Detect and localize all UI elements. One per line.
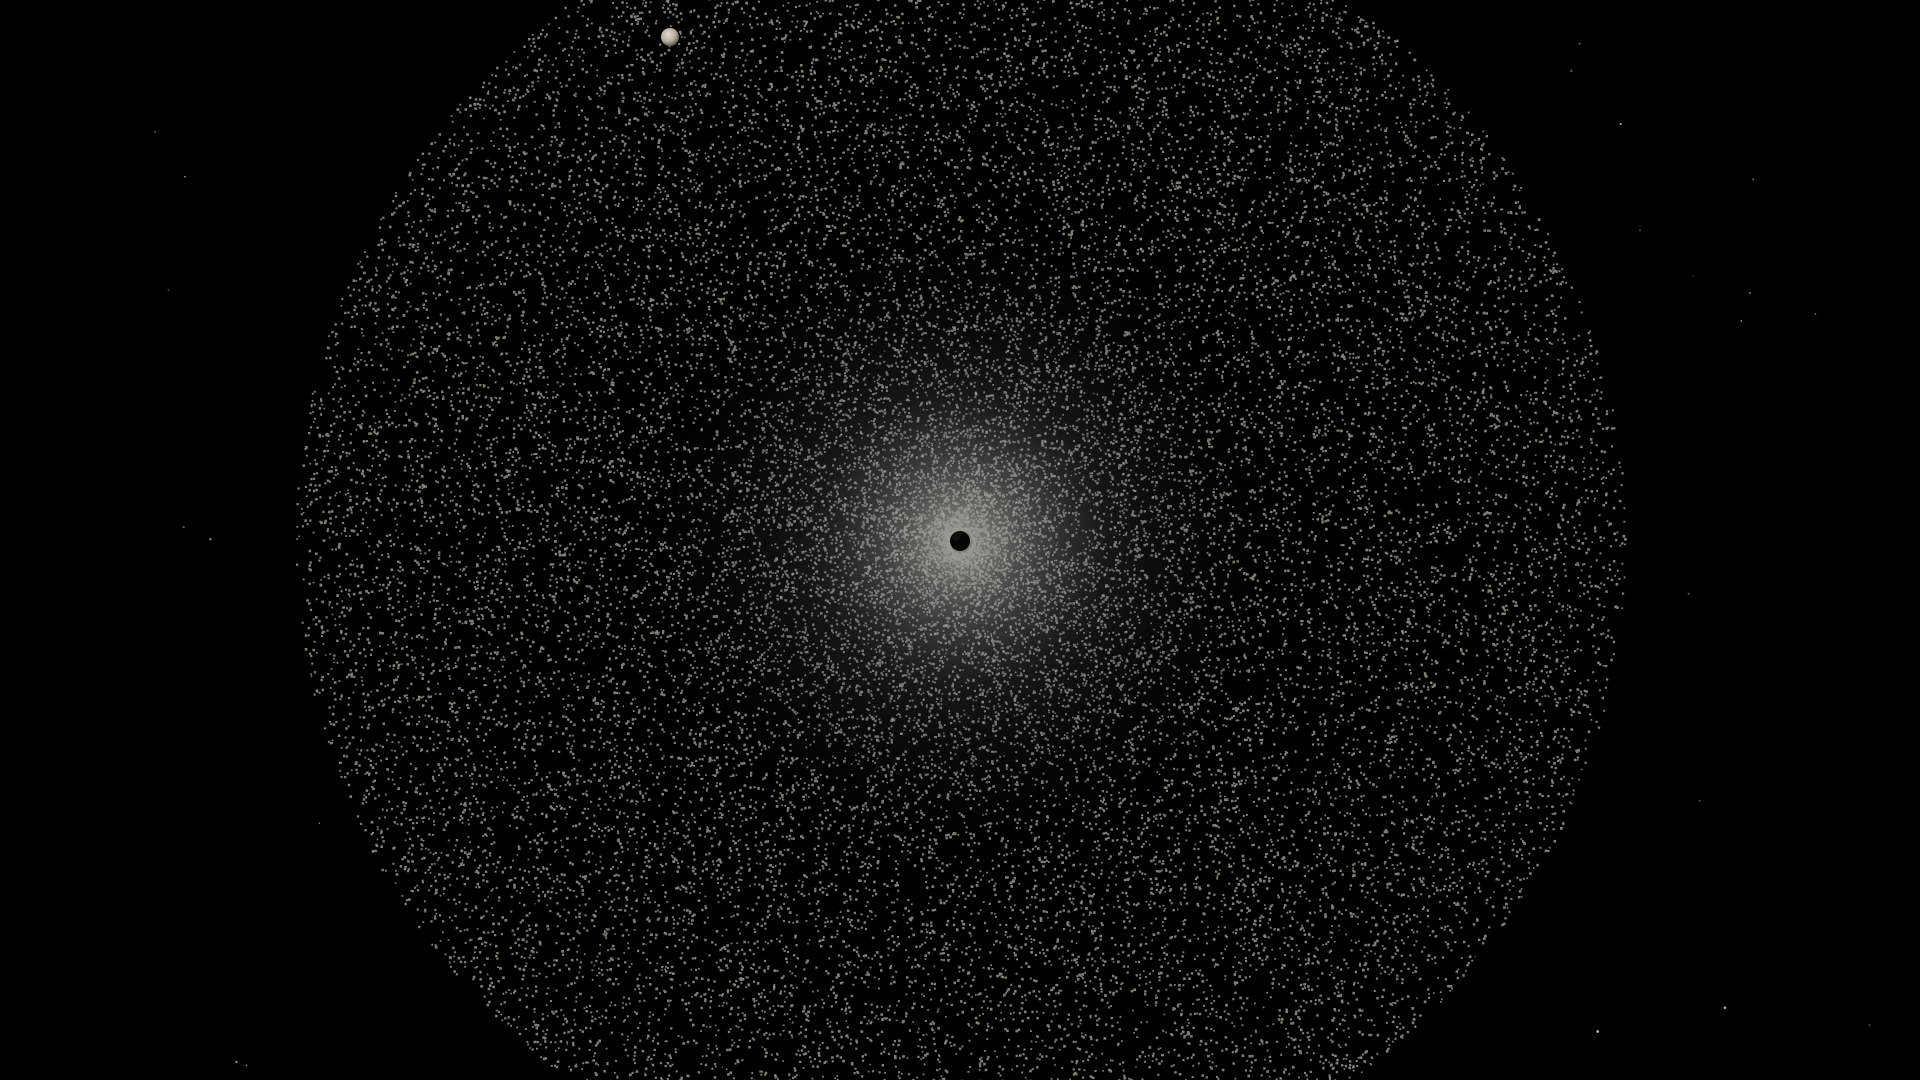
background-star	[1752, 178, 1755, 181]
background-star	[1318, 844, 1322, 847]
background-star	[534, 903, 536, 905]
background-star	[1228, 865, 1231, 868]
background-star	[1698, 799, 1701, 802]
background-star	[209, 537, 212, 541]
background-star	[1137, 158, 1139, 160]
background-star	[537, 434, 540, 437]
background-star	[1382, 201, 1385, 205]
background-star	[182, 525, 185, 529]
background-star	[1596, 1030, 1600, 1033]
background-star	[1639, 229, 1641, 232]
background-star	[645, 944, 647, 946]
background-star	[783, 1000, 786, 1003]
background-star	[501, 551, 504, 555]
background-star	[1570, 69, 1573, 73]
background-star	[1334, 165, 1336, 167]
background-star	[1305, 28, 1307, 30]
background-star	[1134, 1066, 1138, 1069]
background-star	[1482, 830, 1484, 833]
background-star	[184, 175, 186, 178]
background-star	[1022, 37, 1025, 39]
background-star	[578, 759, 581, 762]
background-star	[1474, 955, 1477, 958]
background-star	[1748, 292, 1751, 295]
background-star	[1301, 212, 1305, 215]
background-star	[1814, 313, 1817, 315]
background-star	[1868, 1024, 1871, 1027]
black-core	[950, 531, 970, 551]
background-star	[694, 957, 697, 960]
background-star	[154, 130, 157, 133]
background-star	[1338, 929, 1341, 931]
background-star	[458, 110, 462, 114]
moon	[661, 28, 679, 46]
background-star	[1578, 42, 1581, 45]
background-star	[1687, 592, 1690, 595]
background-star	[1274, 848, 1276, 850]
background-star	[235, 1060, 238, 1064]
background-star	[1740, 320, 1743, 322]
background-star	[1139, 247, 1143, 251]
background-star	[1692, 274, 1694, 277]
background-star	[318, 822, 321, 824]
background-star	[1213, 845, 1216, 848]
background-star	[476, 956, 479, 959]
background-star	[167, 288, 170, 291]
background-star	[1340, 380, 1344, 383]
background-star	[721, 1066, 723, 1069]
background-star	[1456, 480, 1460, 484]
background-star	[484, 785, 487, 788]
background-star	[526, 548, 528, 551]
background-star	[1619, 122, 1622, 125]
background-star	[245, 1064, 248, 1067]
background-star	[1723, 1006, 1727, 1010]
background-star	[1339, 795, 1342, 798]
background-star	[552, 121, 555, 123]
background-star	[1445, 106, 1448, 109]
background-star	[1143, 201, 1146, 205]
background-star	[584, 415, 588, 419]
background-star	[1541, 695, 1544, 698]
